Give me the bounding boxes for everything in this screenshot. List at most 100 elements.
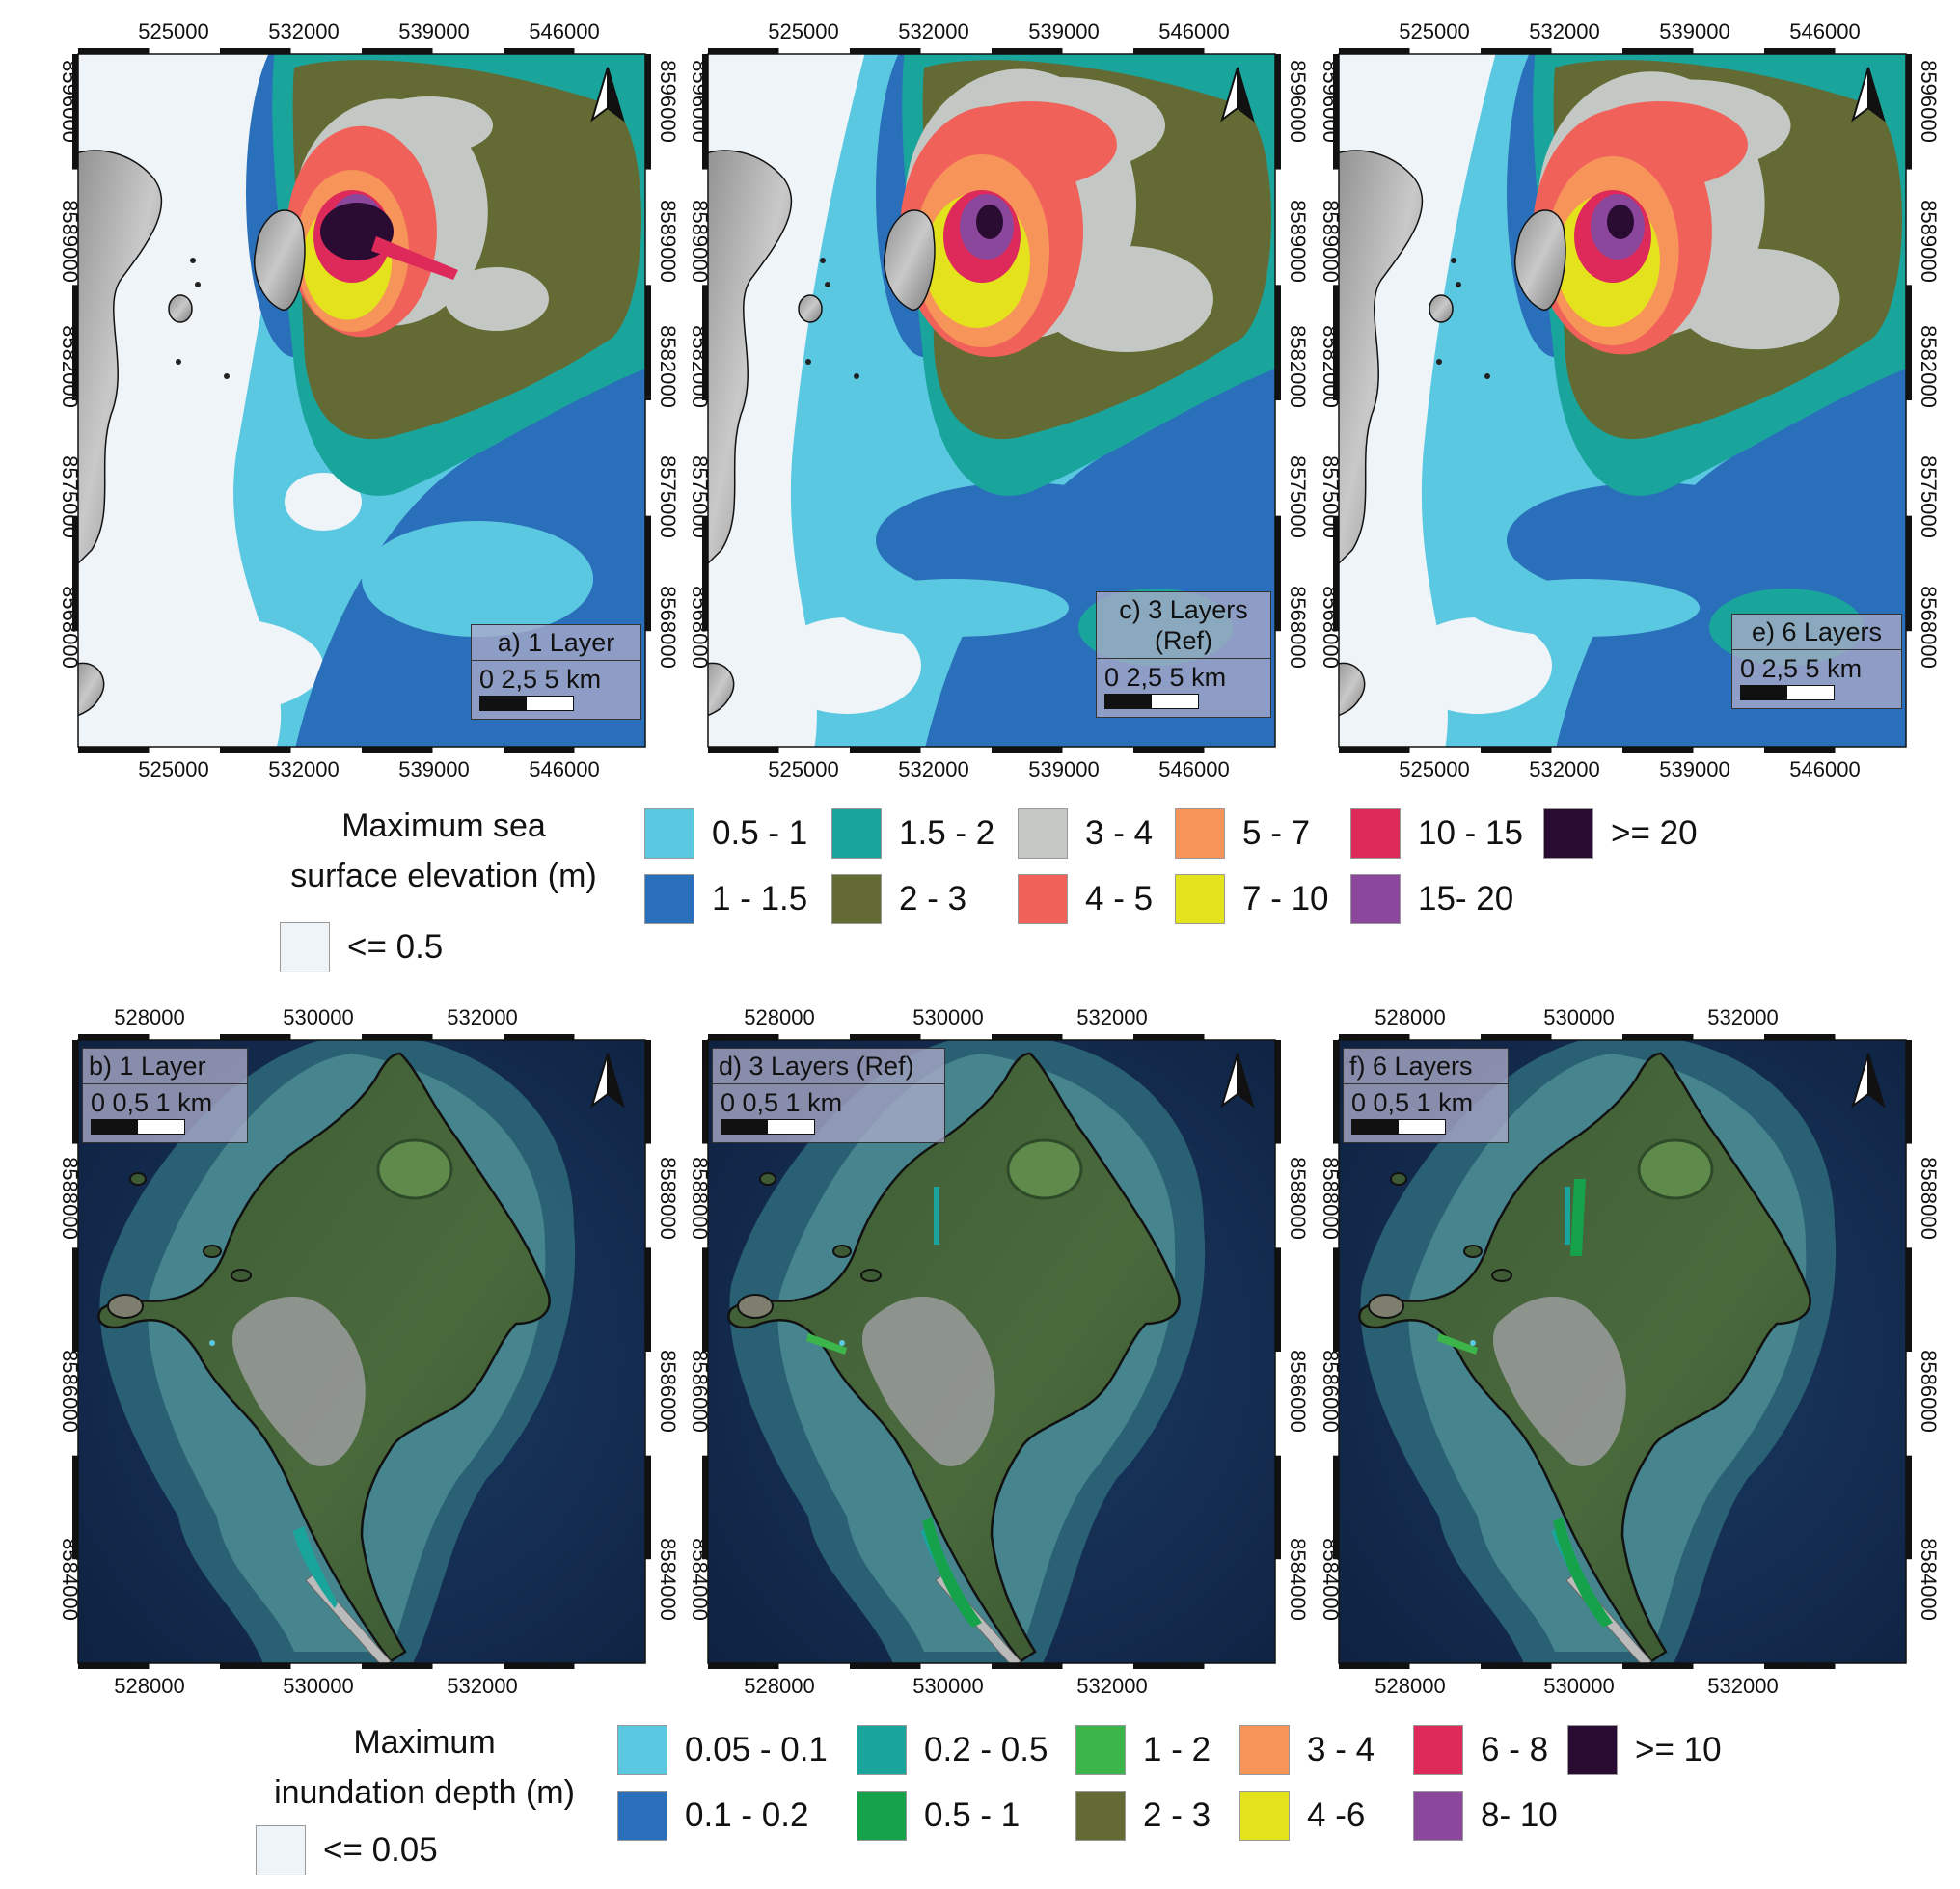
x-tick-label-top: 530000 xyxy=(912,1005,983,1029)
legend-item: 0.2 - 0.5 xyxy=(857,1725,1048,1775)
scale-label: 0 2,5 5 km xyxy=(479,665,602,694)
y-tick-label-left: 8588000 xyxy=(688,1157,712,1240)
x-tick-label-top: 532000 xyxy=(447,1005,517,1029)
legend-item: 2 - 3 xyxy=(1075,1791,1211,1841)
x-tick-label-top: 530000 xyxy=(283,1005,353,1029)
map-panel-f: 528000 528000 530000 530000 532000 532000 8588… xyxy=(1319,1005,1941,1698)
x-tick-label-top: 539000 xyxy=(1028,19,1099,43)
y-tick-label-right: 8568000 xyxy=(656,586,680,669)
north-arrow-icon xyxy=(1220,1053,1255,1109)
legend-label: <= 0.5 xyxy=(347,928,444,966)
panel-label-box: b) 1 Layer 0 0,5 1 km xyxy=(82,1048,248,1143)
panel-title: a) 1 Layer xyxy=(472,625,640,661)
legend-item: <= 0.5 xyxy=(280,922,443,972)
x-tick-label-top: 539000 xyxy=(398,19,469,43)
x-tick-label-top: 546000 xyxy=(1158,19,1229,43)
x-tick-label-bottom: 530000 xyxy=(283,1674,353,1698)
legend-swatch xyxy=(617,1791,667,1841)
legend-label: 1 - 1.5 xyxy=(712,880,808,917)
legend-label: 2 - 3 xyxy=(899,880,967,917)
y-tick-label-right: 8582000 xyxy=(656,325,680,408)
x-tick-label-top: 530000 xyxy=(1543,1005,1614,1029)
scale-label: 0 2,5 5 km xyxy=(1740,654,1863,683)
map-panel-a: 525000 525000 532000 532000 539000 539000 5460… xyxy=(58,19,680,781)
x-tick-label-bottom: 532000 xyxy=(268,757,339,781)
y-tick-label-right: 8596000 xyxy=(1286,60,1310,143)
legend-label: 10 - 15 xyxy=(1418,814,1523,852)
legend-item: 4 - 5 xyxy=(1018,874,1153,924)
legend-swatch xyxy=(1239,1725,1290,1775)
x-tick-label-top: 528000 xyxy=(1375,1005,1445,1029)
x-tick-label-bottom: 539000 xyxy=(1659,757,1729,781)
y-tick-label-left: 8575000 xyxy=(58,455,82,538)
y-tick-label-left: 8575000 xyxy=(1319,455,1343,538)
legend-item: 4 -6 xyxy=(1239,1791,1365,1841)
legend-item: 8- 10 xyxy=(1413,1791,1558,1841)
map-panel-b: 528000 528000 530000 530000 532000 532000 8588… xyxy=(58,1005,680,1698)
x-tick-label-bottom: 532000 xyxy=(1707,1674,1778,1698)
y-tick-label-right: 8588000 xyxy=(1917,1157,1941,1240)
x-tick-label-top: 532000 xyxy=(1529,19,1599,43)
x-tick-label-bottom: 528000 xyxy=(114,1674,184,1698)
legend-label: 7 - 10 xyxy=(1242,880,1329,917)
legend-swatch xyxy=(1175,874,1225,924)
x-tick-label-top: 546000 xyxy=(529,19,599,43)
y-tick-label-left: 8589000 xyxy=(58,200,82,283)
scale-label: 0 0,5 1 km xyxy=(91,1088,213,1117)
scale-bar xyxy=(721,1119,815,1135)
legend-label: 0.1 - 0.2 xyxy=(685,1796,809,1834)
scale-label: 0 2,5 5 km xyxy=(1104,663,1227,692)
panel-label-box: f) 6 Layers 0 0,5 1 km xyxy=(1343,1048,1509,1143)
x-tick-label-top: 532000 xyxy=(1707,1005,1778,1029)
y-tick-label-right: 8575000 xyxy=(1286,455,1310,538)
x-tick-label-bottom: 539000 xyxy=(398,757,469,781)
map-panel-d: 528000 528000 530000 530000 532000 532000 8588… xyxy=(688,1005,1310,1698)
legend-item: >= 10 xyxy=(1567,1725,1722,1775)
legend-label: 4 - 5 xyxy=(1085,880,1154,917)
y-tick-label-right: 8584000 xyxy=(1917,1538,1941,1621)
legend-swatch xyxy=(617,1725,667,1775)
y-tick-label-left: 8568000 xyxy=(1319,586,1343,669)
legend-swatch xyxy=(256,1825,306,1875)
panel-title: e) 6 Layers xyxy=(1732,615,1901,650)
legend-swatch xyxy=(1018,808,1068,859)
x-tick-label-top: 539000 xyxy=(1659,19,1729,43)
y-tick-label-left: 8584000 xyxy=(688,1538,712,1621)
y-tick-label-left: 8589000 xyxy=(1319,200,1343,283)
legend-swatch xyxy=(1018,874,1068,924)
scale-bar xyxy=(1740,685,1835,700)
y-tick-label-left: 8596000 xyxy=(1319,60,1343,143)
legend-swatch xyxy=(857,1725,907,1775)
legend-item: 0.1 - 0.2 xyxy=(617,1791,808,1841)
panel-label-box: a) 1 Layer 0 2,5 5 km xyxy=(471,624,641,720)
legend-title: Maximum sea surface elevation (m) xyxy=(290,808,597,894)
legend-title: Maximum inundation depth (m) xyxy=(274,1724,575,1811)
y-tick-label-right: 8588000 xyxy=(656,1157,680,1240)
y-tick-label-right: 8568000 xyxy=(1917,586,1941,669)
panel-title: f) 6 Layers xyxy=(1344,1049,1508,1084)
x-tick-label-bottom: 528000 xyxy=(1375,1674,1445,1698)
legend-label: >= 10 xyxy=(1635,1731,1722,1768)
y-tick-label-left: 8588000 xyxy=(58,1157,82,1240)
legend-swatch xyxy=(1239,1791,1290,1841)
panel-label-box: d) 3 Layers (Ref) 0 0,5 1 km xyxy=(712,1048,945,1143)
y-tick-label-left: 8582000 xyxy=(58,325,82,408)
legend-sea-surface-elevation: Maximum sea surface elevation (m) <= 0.5 0.… xyxy=(0,801,1960,984)
x-tick-label-top: 528000 xyxy=(114,1005,184,1029)
x-tick-label-top: 532000 xyxy=(1076,1005,1147,1029)
north-arrow-icon xyxy=(1851,67,1886,123)
legend-item: 0.05 - 0.1 xyxy=(617,1725,828,1775)
legend-item: 7 - 10 xyxy=(1175,874,1329,924)
scale-bar xyxy=(1104,694,1199,709)
y-tick-label-left: 8582000 xyxy=(1319,325,1343,408)
map-panel-c: 525000 525000 532000 532000 539000 539000 5460… xyxy=(688,19,1310,781)
x-tick-label-bottom: 532000 xyxy=(898,757,968,781)
y-tick-label-left: 8568000 xyxy=(688,586,712,669)
legend-item: 10 - 15 xyxy=(1350,808,1523,859)
legend-item: 0.5 - 1 xyxy=(857,1791,1020,1841)
panel-label-box: e) 6 Layers 0 2,5 5 km xyxy=(1731,614,1902,709)
x-tick-label-bottom: 530000 xyxy=(1543,1674,1614,1698)
legend-swatch xyxy=(831,808,882,859)
legend-swatch xyxy=(1413,1725,1463,1775)
scale-bar xyxy=(479,696,574,711)
